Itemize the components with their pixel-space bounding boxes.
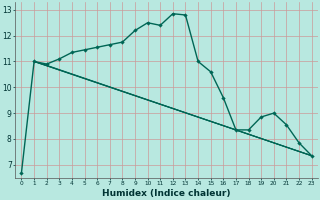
X-axis label: Humidex (Indice chaleur): Humidex (Indice chaleur) xyxy=(102,189,231,198)
